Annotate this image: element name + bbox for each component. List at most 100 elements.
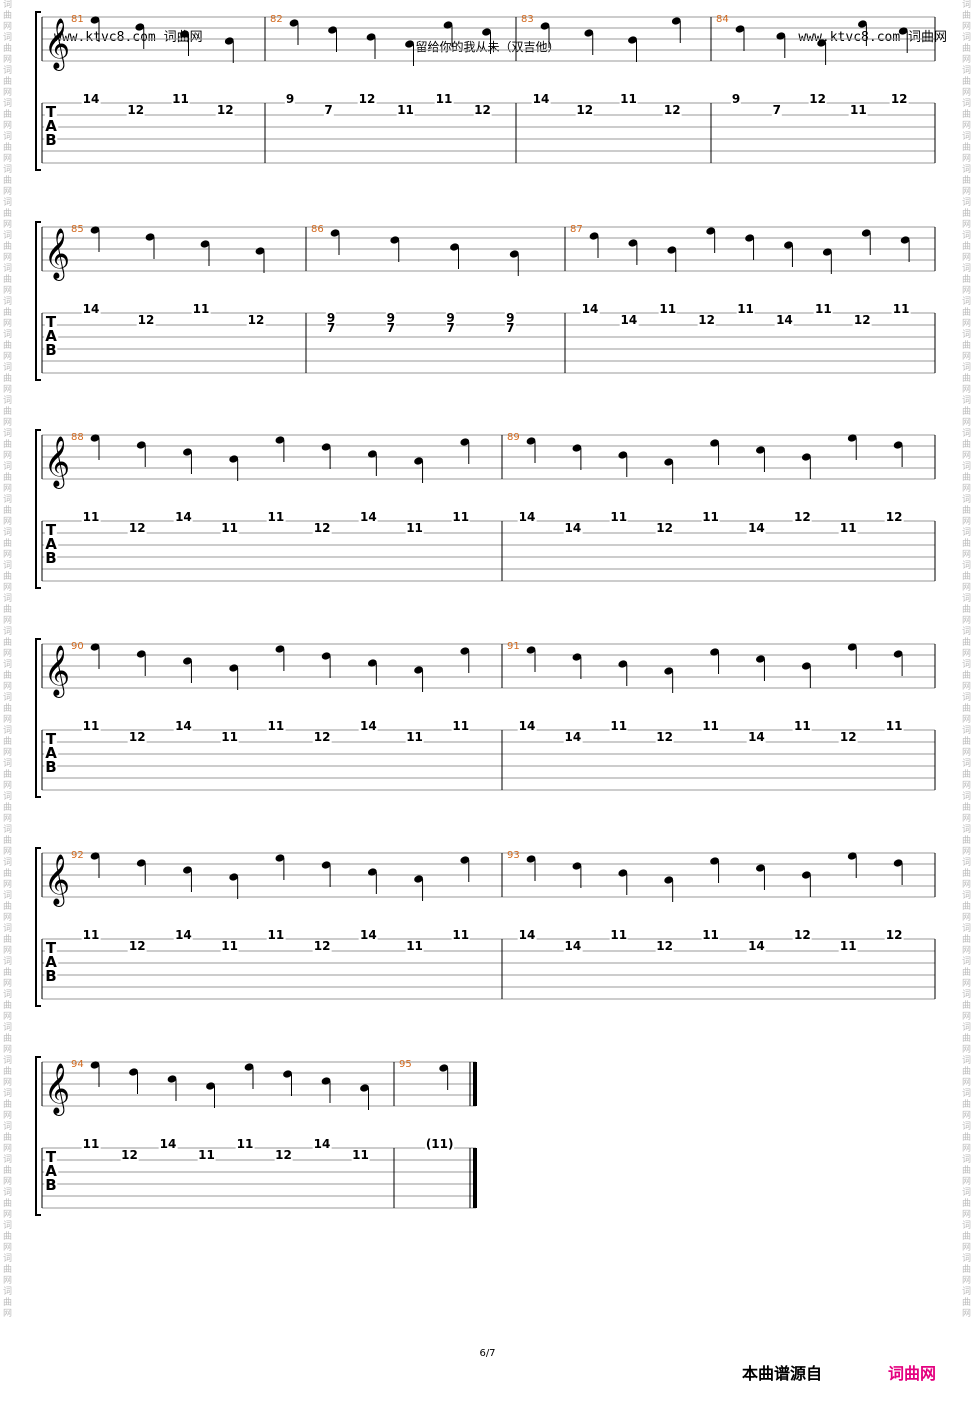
tab-fret-number: 11: [220, 939, 240, 953]
notehead: [628, 36, 637, 44]
tab-fret-number: 14: [174, 928, 193, 942]
tab-clef-letter: A: [44, 1162, 58, 1180]
notehead: [893, 441, 903, 449]
tab-fret-number: 11: [235, 1137, 255, 1151]
tab-fret-number: 12: [127, 521, 147, 535]
notehead: [183, 866, 192, 874]
treble-clef-icon: 𝄞: [44, 436, 70, 489]
tab-fret-number: 14: [358, 510, 378, 524]
notehead: [275, 436, 285, 444]
system-bracket: [35, 1056, 41, 1216]
tab-clef-letter: B: [44, 967, 58, 985]
score-system: 𝄞 T A B 85 14 12 11 12 86 9 7 9 7 9 7 9 7 87 14 14 11 12 11 14 11…: [0, 210, 975, 410]
tab-fret-number: 12: [655, 730, 675, 744]
notehead: [589, 232, 599, 240]
notehead: [414, 875, 423, 883]
notehead: [136, 441, 146, 449]
notehead: [90, 852, 100, 860]
tab-fret-number: 12: [274, 1148, 293, 1162]
tab-fret-number: 12: [136, 313, 156, 327]
notehead: [180, 30, 189, 38]
tab-fret-number: 12: [312, 939, 332, 953]
notehead: [618, 660, 628, 668]
side-watermark-right: 词曲网词曲网词曲网词曲网词曲网词曲网词曲网词曲网词曲网词曲网词曲网词曲网词曲网词…: [962, 0, 972, 1319]
notehead: [90, 226, 100, 234]
notehead: [330, 229, 340, 237]
tab-clef-letter: T: [44, 521, 58, 539]
measure-number: 83: [521, 14, 534, 25]
treble-clef-icon: 𝄞: [44, 1063, 70, 1116]
measure-number: 86: [311, 224, 324, 235]
notehead: [667, 246, 677, 254]
notehead: [735, 25, 745, 33]
notehead: [90, 643, 100, 651]
measure-number: 88: [71, 432, 84, 443]
notehead: [321, 443, 331, 451]
tab-fret-number: 11: [171, 92, 190, 106]
measure-number: 93: [507, 850, 520, 861]
tab-fret-number: 14: [81, 92, 101, 106]
tab-fret-number: 11: [81, 510, 101, 524]
tab-clef-letter: T: [44, 103, 58, 121]
final-bar-thick: [473, 1148, 477, 1208]
notehead: [460, 438, 470, 446]
notehead: [706, 227, 716, 235]
tab-fret-number: 9: [385, 311, 396, 325]
score-system: 𝄞 T A B 88 11 12 14 11 11 12 14 11 11 89 14 14 11 12 11 14 12…: [0, 418, 975, 618]
notehead: [289, 19, 299, 27]
notehead: [710, 439, 719, 447]
tab-fret-number: 12: [246, 313, 266, 327]
tab-clef-letter: A: [44, 117, 58, 135]
system-bracket: [35, 11, 41, 171]
staff-graphics: 𝄞: [35, 1056, 477, 1216]
notehead: [756, 446, 765, 454]
notehead: [460, 856, 470, 864]
notehead: [628, 239, 638, 247]
tab-fret-number: 14: [174, 719, 193, 733]
notehead: [414, 457, 423, 465]
notehead: [847, 852, 857, 860]
tab-fret-number: 12: [884, 928, 904, 942]
tab-fret-number: 11: [792, 719, 812, 733]
measure-number: 92: [71, 850, 84, 861]
notehead: [443, 21, 453, 29]
system-bracket: [35, 221, 41, 381]
tab-fret-number: 11: [736, 302, 755, 316]
tab-fret-number: 11: [609, 510, 629, 524]
tab-fret-number: 14: [619, 313, 639, 327]
tab-fret-number: 14: [312, 1137, 332, 1151]
tab-fret-number: 7: [505, 321, 516, 335]
tab-fret-number: 9: [284, 92, 296, 106]
tab-fret-number: 11: [266, 928, 286, 942]
tab-fret-number: 14: [358, 719, 378, 733]
notehead: [229, 873, 239, 881]
measure-number: 81: [71, 14, 84, 25]
tab-fret-number: 12: [357, 92, 377, 106]
tab-fret-number: (11): [424, 1137, 455, 1151]
tab-fret-number: 14: [747, 521, 766, 535]
tab-fret-number: 12: [575, 103, 595, 117]
tab-fret-number: 12: [126, 103, 146, 117]
tab-fret-number: 9: [325, 311, 337, 325]
notehead: [328, 26, 337, 34]
notehead: [255, 247, 265, 255]
tab-fret-number: 14: [174, 510, 193, 524]
staff-graphics: 𝄞: [35, 221, 936, 381]
site-url-left: www.ktvc8.com 词曲网: [54, 30, 203, 45]
tab-fret-number: 14: [158, 1137, 178, 1151]
notehead: [572, 444, 582, 452]
measure-number: 90: [71, 641, 84, 652]
tab-clef-letter: T: [44, 313, 58, 331]
tab-fret-number: 12: [792, 928, 812, 942]
notehead: [900, 236, 910, 244]
treble-clef-icon: 𝄞: [44, 18, 70, 71]
notehead: [482, 28, 491, 36]
notehead: [801, 453, 811, 461]
notehead: [450, 243, 459, 251]
notehead: [847, 643, 857, 651]
tab-fret-number: 11: [434, 92, 454, 106]
notehead: [367, 659, 377, 667]
tab-fret-number: 11: [405, 939, 424, 953]
notehead: [847, 434, 857, 442]
tab-fret-number: 12: [120, 1148, 139, 1162]
